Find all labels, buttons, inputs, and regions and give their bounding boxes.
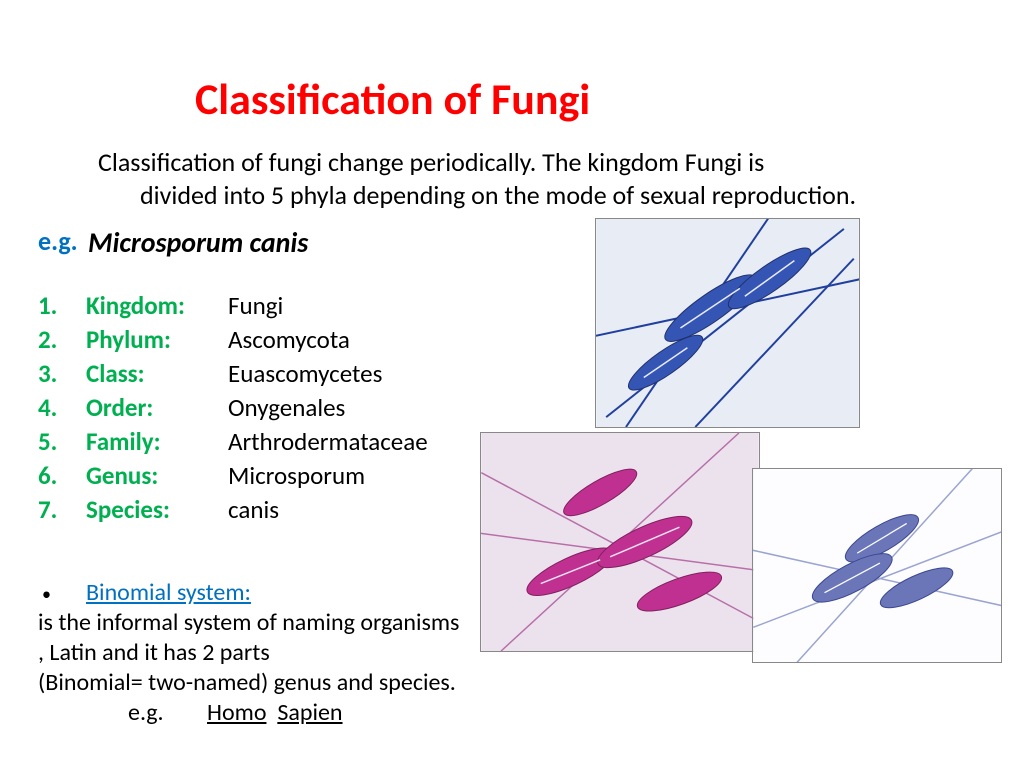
taxonomy-list: 1. Kingdom: Fungi 2. Phylum: Ascomycota … [38, 290, 428, 528]
taxonomy-row: 3. Class: Euascomycetes [38, 358, 428, 389]
taxonomy-label: Species: [86, 494, 226, 525]
binomial-line-2: , Latin and it has 2 parts [38, 638, 459, 668]
microscopy-image-magenta [480, 432, 760, 652]
taxonomy-label: Kingdom: [86, 290, 226, 321]
binomial-system-block: • Binomial system: is the informal syste… [38, 578, 459, 728]
binomial-heading: Binomial system: [86, 578, 251, 608]
taxonomy-value: canis [226, 494, 279, 525]
taxonomy-row: 4. Order: Onygenales [38, 392, 428, 423]
taxonomy-value: Arthrodermataceae [226, 426, 428, 457]
taxonomy-label: Family: [86, 426, 226, 457]
eg-label: e.g. [38, 225, 78, 257]
slide-title: Classification of Fungi [195, 72, 590, 126]
taxonomy-number: 3. [38, 358, 86, 389]
taxonomy-value: Fungi [226, 290, 283, 321]
taxonomy-row: 2. Phylum: Ascomycota [38, 324, 428, 355]
taxonomy-number: 2. [38, 324, 86, 355]
taxonomy-number: 4. [38, 392, 86, 423]
binomial-genus: Homo [207, 698, 266, 727]
intro-line-1: Classification of fungi change periodica… [98, 146, 764, 178]
binomial-example: e.g. Homo Sapien [38, 698, 459, 728]
taxonomy-number: 5. [38, 426, 86, 457]
taxonomy-value: Microsporum [226, 460, 365, 491]
binomial-eg-label: e.g. [128, 698, 164, 727]
taxonomy-label: Order: [86, 392, 226, 423]
bullet-icon: • [38, 583, 86, 606]
taxonomy-value: Ascomycota [226, 324, 350, 355]
taxonomy-number: 1. [38, 290, 86, 321]
microscopy-image-pale [752, 468, 1002, 663]
taxonomy-row: 6. Genus: Microsporum [38, 460, 428, 491]
taxonomy-row: 7. Species: canis [38, 494, 428, 525]
taxonomy-label: Phylum: [86, 324, 226, 355]
taxonomy-value: Euascomycetes [226, 358, 382, 389]
binomial-line-1: is the informal system of naming organis… [38, 608, 459, 638]
taxonomy-number: 6. [38, 460, 86, 491]
microscopy-image-blue [595, 218, 860, 428]
intro-paragraph: Classification of fungi change periodica… [90, 146, 950, 211]
taxonomy-row: 5. Family: Arthrodermataceae [38, 426, 428, 457]
taxonomy-label: Class: [86, 358, 226, 389]
taxonomy-number: 7. [38, 494, 86, 525]
taxonomy-label: Genus: [86, 460, 226, 491]
example-species-name: Microsporum canis [88, 225, 308, 260]
binomial-species: Sapien [277, 698, 342, 727]
binomial-line-3: (Binomial= two-named) genus and species. [38, 668, 459, 698]
intro-line-2: divided into 5 phyla depending on the mo… [90, 179, 950, 212]
taxonomy-value: Onygenales [226, 392, 345, 423]
taxonomy-row: 1. Kingdom: Fungi [38, 290, 428, 321]
